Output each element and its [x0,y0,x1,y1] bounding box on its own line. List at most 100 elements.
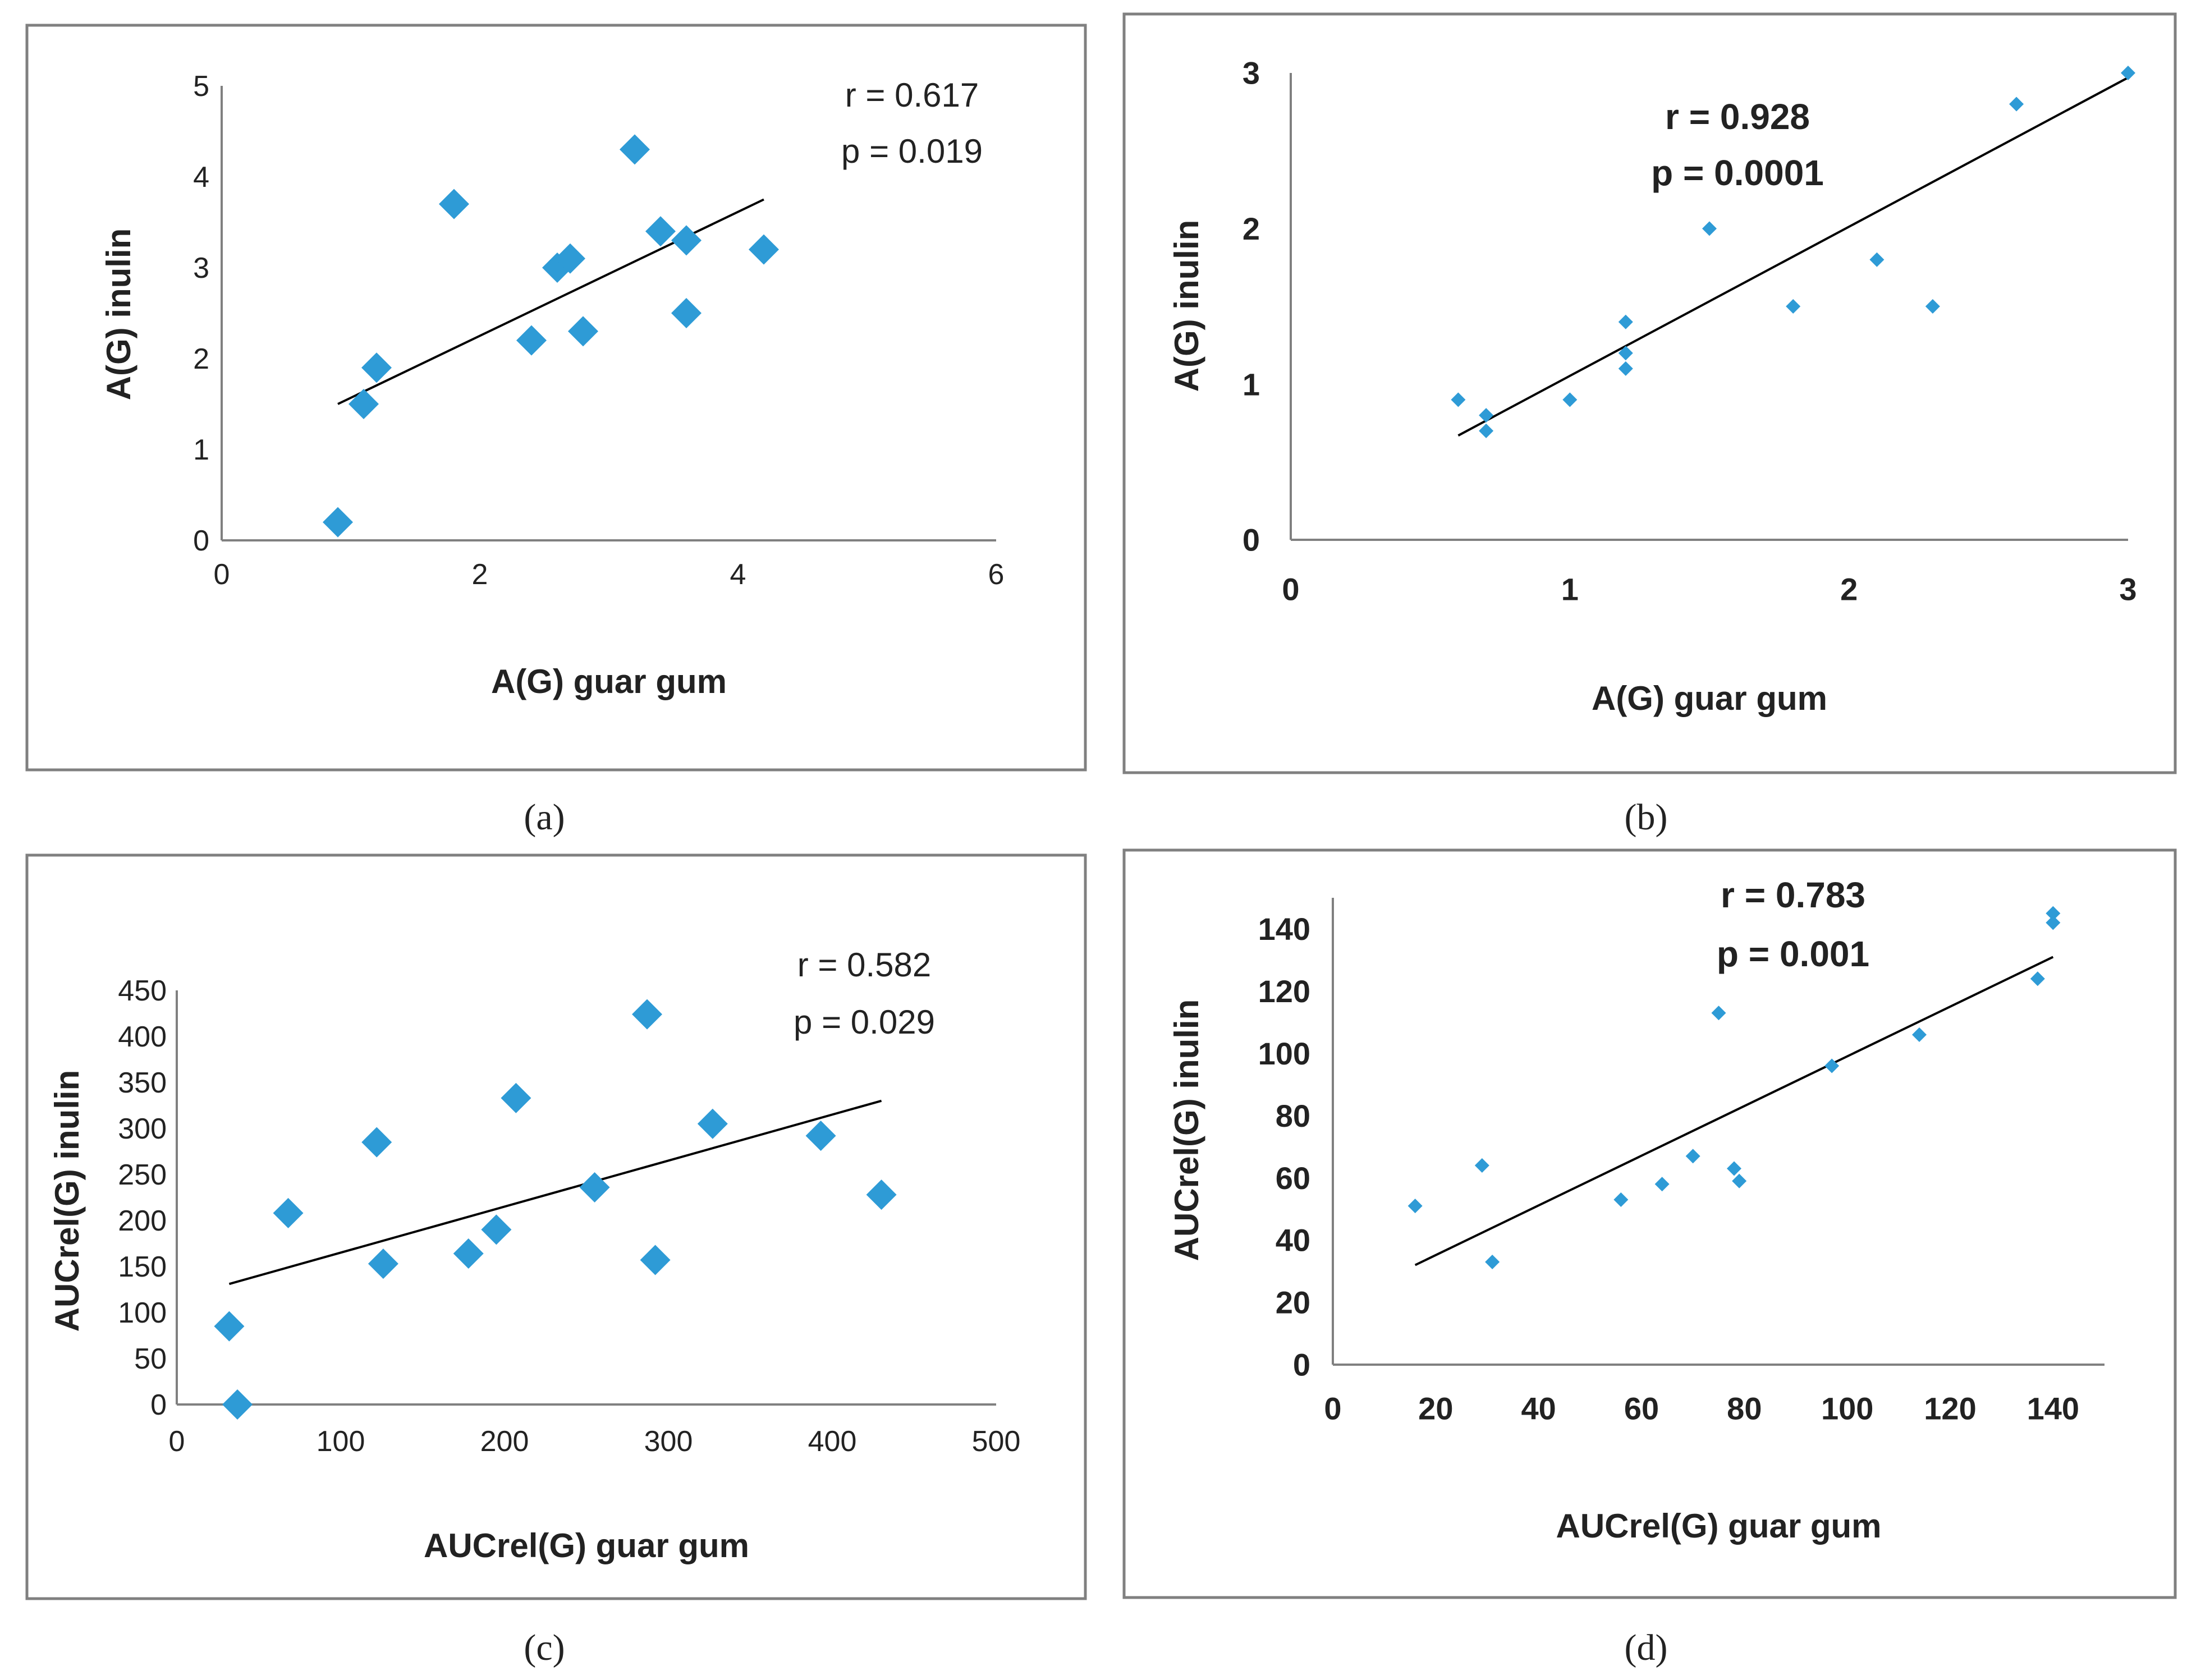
data-point [671,225,702,256]
data-point [1613,1192,1629,1208]
x-tick-label: 140 [2027,1391,2079,1426]
panel-c-border [25,853,1087,1600]
data-point [1562,392,1578,407]
data-point [1407,1199,1423,1214]
y-tick-label: 0 [1242,522,1260,558]
data-point [2009,97,2024,112]
y-axis-title: AUCrel(G) inulin [1168,999,1205,1261]
r-annotation: r = 0.928 [1665,97,1810,137]
x-axis-title: A(G) guar gum [1592,680,1827,717]
data-point [1618,361,1633,376]
data-point [805,1121,836,1151]
data-point [579,1172,610,1202]
p-annotation: p = 0.019 [841,132,983,170]
x-tick-label: 400 [808,1425,857,1458]
caption-b: (b) [1625,797,1668,838]
data-point [1912,1027,1927,1043]
data-point [361,352,392,383]
x-tick-label: 100 [317,1425,365,1458]
data-point [368,1248,398,1279]
y-tick-label: 1 [1242,366,1260,402]
data-point [1474,1158,1489,1173]
r-annotation: r = 0.617 [845,76,979,114]
y-tick-label: 3 [1242,56,1260,91]
x-tick-label: 0 [1324,1391,1341,1426]
data-point [1654,1177,1670,1192]
data-point [555,243,585,274]
data-point [439,189,469,219]
x-tick-label: 60 [1624,1391,1659,1426]
x-axis-title: AUCrel(G) guar gum [424,1527,749,1564]
data-point [1685,1149,1700,1164]
x-tick-label: 0 [169,1425,185,1458]
y-tick-label: 0 [150,1389,167,1421]
data-point [1479,423,1494,438]
y-tick-label: 20 [1276,1285,1310,1320]
caption-a: (a) [524,797,565,838]
data-point [481,1214,512,1245]
data-point [501,1082,531,1113]
chart-a: 0 2 4 6 0 1 2 3 4 5 A(G) guar gum A(G) inulin r = 0.… [100,70,1004,700]
data-point [749,234,779,265]
x-tick-label: 100 [1821,1391,1873,1426]
data-point [1618,346,1633,361]
p-annotation: p = 0.001 [1717,934,1869,974]
p-annotation: p = 0.029 [794,1003,935,1041]
trendline [1414,956,2054,1266]
x-tick-label: 500 [972,1425,1021,1458]
y-tick-label: 2 [1242,211,1260,246]
data-point [1702,221,1717,236]
data-point [214,1311,245,1342]
data-point [273,1197,304,1228]
data-point [697,1108,728,1139]
y-tick-label: 150 [118,1251,167,1283]
y-tick-label: 0 [193,525,209,557]
x-tick-label: 120 [1924,1391,1976,1426]
data-point [1727,1161,1741,1176]
data-point [568,316,598,347]
chart-b: 0 1 2 3 0 1 2 3 A(G) guar gum A(G) inulin r = 0.92… [1168,56,2137,717]
panel-a-border [25,24,1087,772]
panel-b-border [1122,12,2177,774]
y-tick-label: 1 [193,434,209,466]
x-tick-label: 40 [1521,1391,1556,1426]
y-tick-label: 5 [193,70,209,103]
y-tick-label: 450 [118,975,167,1007]
y-tick-label: 40 [1276,1223,1310,1258]
y-tick-label: 200 [118,1205,167,1237]
y-tick-label: 0 [1293,1347,1310,1383]
data-point [2046,906,2061,921]
x-tick-label: 6 [988,558,1005,591]
y-axis-title: A(G) inulin [100,228,137,401]
x-tick-label: 0 [1282,572,1299,607]
caption-c: (c) [524,1627,565,1668]
x-tick-label: 2 [472,558,488,591]
y-tick-label: 50 [134,1343,167,1375]
data-point [453,1238,484,1269]
y-tick-label: 100 [118,1297,167,1329]
y-axis-title: A(G) inulin [1168,220,1205,392]
y-tick-label: 60 [1276,1160,1310,1196]
panel-d-border [1122,848,2177,1599]
data-point [1711,1006,1726,1021]
data-point [222,1389,253,1420]
x-tick-label: 80 [1727,1391,1762,1426]
data-point [349,389,379,419]
x-tick-label: 20 [1418,1391,1453,1426]
data-point [1786,299,1801,314]
x-axis-title: A(G) guar gum [491,663,727,700]
data-point [2046,915,2061,930]
data-point [1485,1254,1500,1269]
y-tick-label: 80 [1276,1098,1310,1133]
data-point [361,1127,392,1158]
r-annotation: r = 0.783 [1721,875,1865,915]
data-point [1824,1058,1840,1073]
x-tick-label: 0 [214,558,230,591]
data-point [2121,66,2135,80]
y-tick-label: 140 [1258,911,1310,947]
x-axis-title: AUCrel(G) guar gum [1556,1507,1881,1545]
data-point [1618,314,1633,329]
data-point [1451,392,1466,407]
y-tick-label: 4 [193,161,209,194]
